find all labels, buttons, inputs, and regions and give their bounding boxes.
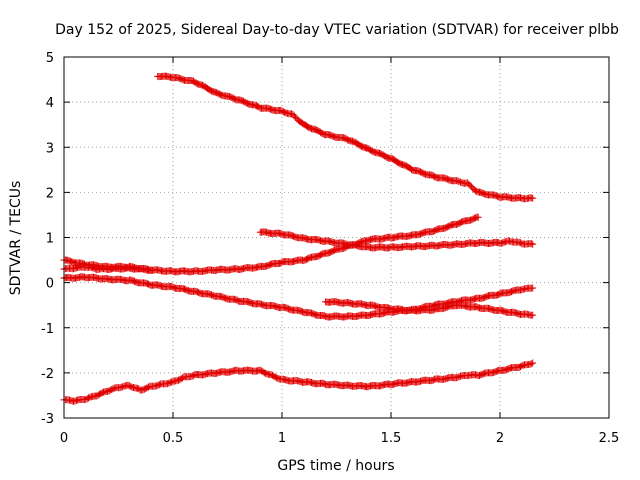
y-axis-label: SDTVAR / TECUs (8, 181, 24, 296)
y-tick-label: 5 (46, 51, 54, 66)
x-axis-label: GPS time / hours (277, 458, 394, 474)
x-tick-label: 1.5 (381, 431, 402, 446)
plus-marker-trail (154, 72, 537, 203)
y-tick-label: -2 (41, 367, 54, 382)
series-track-1 (154, 72, 537, 203)
x-tick-label: 2.5 (599, 431, 620, 446)
y-tick-label: -3 (41, 412, 54, 427)
series-track-7 (60, 359, 537, 405)
axes: 0 0.5 1 1.5 2 2.5 -3 -2 -1 0 1 2 3 4 5 (41, 51, 619, 446)
series-track-3 (60, 213, 482, 276)
x-tick-label: 0 (60, 431, 68, 446)
y-tick-label: 4 (46, 96, 54, 111)
plus-marker-trail (60, 213, 482, 276)
plus-marker-trail (60, 273, 537, 321)
x-tick-label: 2 (496, 431, 504, 446)
y-tick-label: 2 (46, 186, 54, 201)
data-markers (60, 72, 537, 405)
y-tick-label: -1 (41, 322, 54, 337)
x-tick-label: 0.5 (163, 431, 184, 446)
grid-lines (64, 57, 609, 418)
plus-marker-trail (322, 298, 537, 319)
plus-marker-trail (60, 359, 537, 405)
series-track-6 (322, 298, 537, 319)
y-tick-label: 0 (46, 277, 54, 292)
y-tick-label: 3 (46, 141, 54, 156)
x-tick-label: 1 (278, 431, 286, 446)
plot-frame (63, 56, 610, 419)
series-track-5 (60, 273, 537, 321)
chart-title: Day 152 of 2025, Sidereal Day-to-day VTE… (55, 22, 619, 38)
y-tick-label: 1 (46, 232, 54, 247)
